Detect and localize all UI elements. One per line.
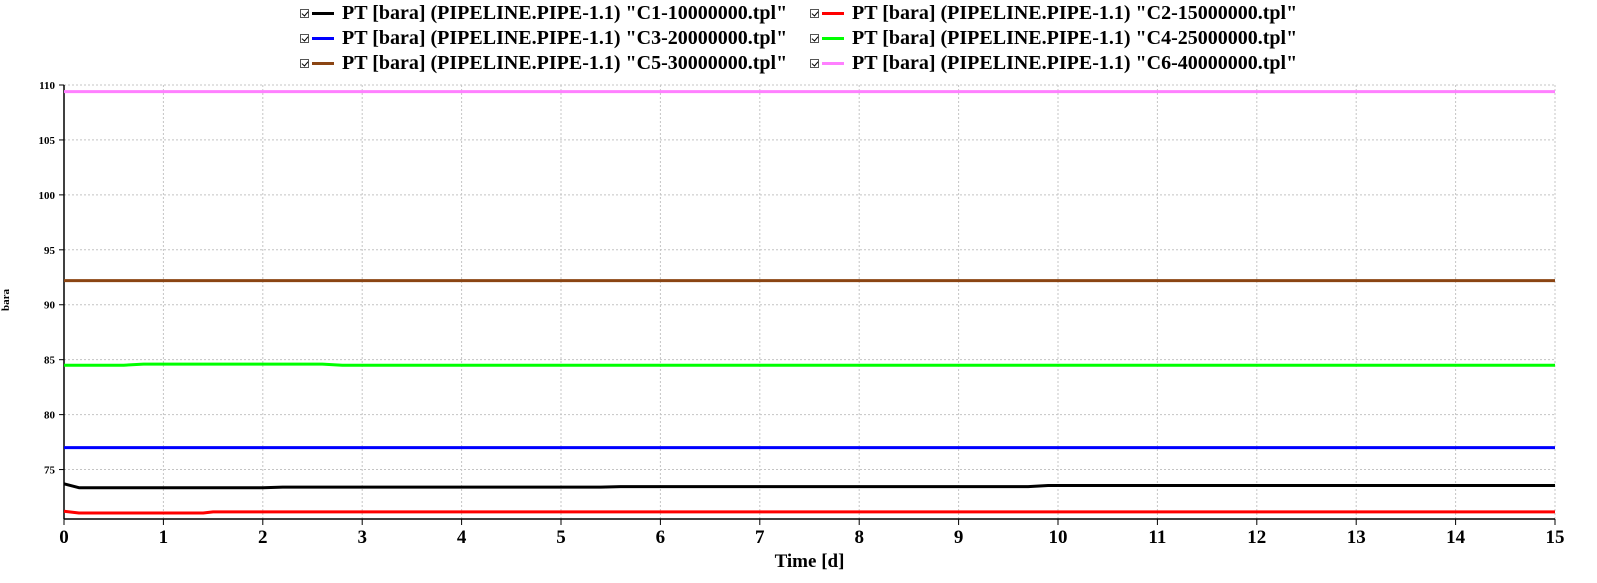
legend-item[interactable]: PT [bara] (PIPELINE.PIPE-1.1) "C1-100000… [300, 1, 787, 25]
x-tick-label: 6 [656, 527, 666, 548]
x-tick-label: 15 [1546, 527, 1565, 548]
x-tick-label: 7 [755, 527, 765, 548]
legend-label: PT [bara] (PIPELINE.PIPE-1.1) "C5-300000… [342, 51, 788, 74]
x-tick-label: 14 [1446, 527, 1466, 548]
legend-swatch [822, 61, 844, 65]
y-tick-label: 110 [39, 80, 55, 92]
x-tick-label: 13 [1347, 527, 1366, 548]
legend-label: PT [bara] (PIPELINE.PIPE-1.1) "C3-200000… [342, 26, 788, 49]
x-tick-label: 9 [954, 527, 964, 548]
legend-item[interactable]: PT [bara] (PIPELINE.PIPE-1.1) "C5-300000… [300, 51, 787, 75]
legend-item[interactable]: PT [bara] (PIPELINE.PIPE-1.1) "C4-250000… [810, 26, 1297, 50]
legend-swatch [312, 61, 334, 65]
plot-area [64, 85, 1555, 519]
x-tick-label: 11 [1148, 527, 1166, 548]
x-tick-label: 3 [357, 527, 367, 548]
legend-checkbox[interactable] [300, 8, 309, 18]
legend-checkbox[interactable] [300, 58, 309, 68]
series-line [63, 482, 1555, 490]
y-tick-label: 100 [39, 190, 56, 202]
x-tick-label: 8 [854, 527, 864, 548]
x-tick-label: 0 [59, 527, 69, 548]
legend-checkbox[interactable] [300, 33, 309, 43]
chart-legend: PT [bara] (PIPELINE.PIPE-1.1) "C1-100000… [0, 0, 1597, 84]
legend-swatch [312, 11, 334, 15]
x-tick-label: 5 [556, 527, 566, 548]
series-line [64, 362, 1555, 367]
y-axis-title: bara [0, 289, 12, 312]
legend-checkbox[interactable] [810, 58, 819, 68]
series-line [63, 509, 1555, 515]
y-tick-label: 80 [44, 410, 56, 422]
x-tick-label: 10 [1049, 527, 1068, 548]
x-tick-label: 1 [159, 527, 169, 548]
legend-swatch [312, 36, 334, 40]
legend-swatch [822, 36, 844, 40]
legend-label: PT [bara] (PIPELINE.PIPE-1.1) "C4-250000… [852, 26, 1298, 49]
y-tick-label: 85 [44, 355, 56, 367]
x-tick-label: 4 [457, 527, 467, 548]
legend-item[interactable]: PT [bara] (PIPELINE.PIPE-1.1) "C3-200000… [300, 26, 787, 50]
legend-checkbox[interactable] [810, 8, 819, 18]
legend-swatch [822, 11, 844, 15]
x-tick-label: 12 [1247, 527, 1266, 548]
legend-checkbox[interactable] [810, 33, 819, 43]
legend-label: PT [bara] (PIPELINE.PIPE-1.1) "C6-400000… [852, 51, 1298, 74]
y-tick-label: 95 [44, 245, 56, 257]
legend-item[interactable]: PT [bara] (PIPELINE.PIPE-1.1) "C6-400000… [810, 51, 1297, 75]
legend-label: PT [bara] (PIPELINE.PIPE-1.1) "C2-150000… [852, 1, 1298, 24]
y-tick-label: 90 [44, 300, 56, 312]
x-axis-title: Time [d] [775, 551, 845, 572]
legend-item[interactable]: PT [bara] (PIPELINE.PIPE-1.1) "C2-150000… [810, 1, 1297, 25]
legend-label: PT [bara] (PIPELINE.PIPE-1.1) "C1-100000… [342, 1, 788, 24]
y-tick-label: 105 [39, 135, 56, 147]
x-tick-label: 2 [258, 527, 268, 548]
y-tick-label: 75 [44, 465, 56, 477]
